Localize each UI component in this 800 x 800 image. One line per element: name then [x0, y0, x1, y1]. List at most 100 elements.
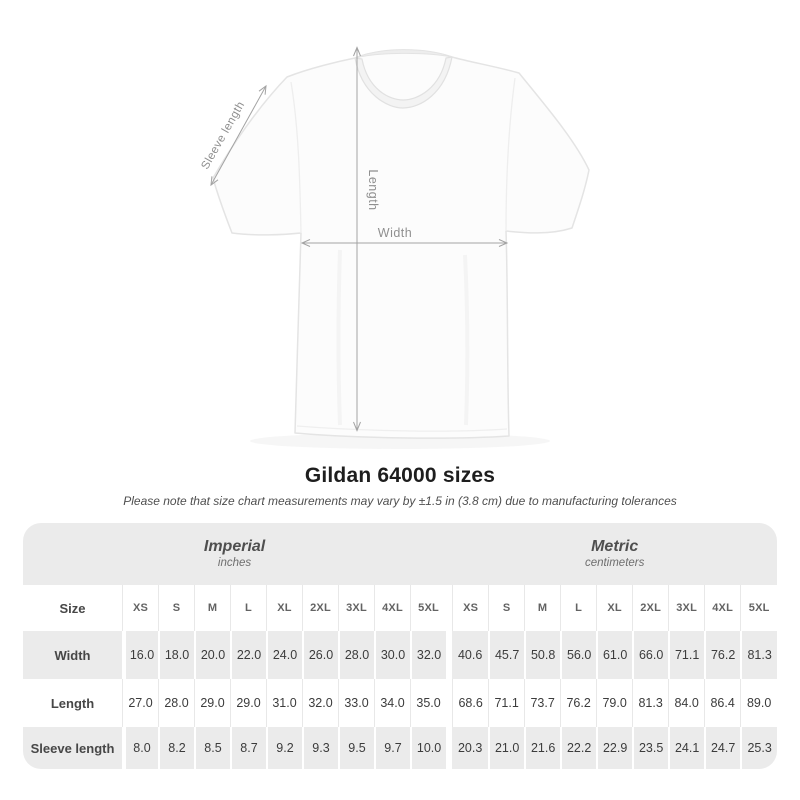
value-cell: 30.0 — [374, 631, 410, 679]
value-cell: 8.5 — [194, 727, 230, 769]
value-cell: 21.0 — [488, 727, 525, 769]
value-cell: 8.2 — [158, 727, 194, 769]
collar-band — [354, 56, 453, 109]
size-cell: 4XL — [704, 585, 741, 631]
size-cell: 2XL — [302, 585, 338, 631]
value-cell: 56.0 — [560, 631, 597, 679]
value-cell: 86.4 — [704, 679, 741, 727]
size-cell: M — [524, 585, 561, 631]
right-sleeve-seam — [505, 77, 516, 232]
size-cell: L — [230, 585, 266, 631]
width-arrow — [300, 239, 509, 247]
value-cell: 76.2 — [560, 679, 597, 727]
value-cell: 66.0 — [632, 631, 669, 679]
value-cell: 9.2 — [266, 727, 302, 769]
row-label: Sleeve length — [23, 727, 122, 769]
value-cell: 9.7 — [374, 727, 410, 769]
value-cell: 24.7 — [704, 727, 741, 769]
size-cell: 3XL — [338, 585, 374, 631]
band-gap — [446, 523, 453, 585]
imperial-sublabel: inches — [217, 557, 252, 570]
section-gap — [446, 727, 453, 769]
value-cell: 16.0 — [122, 631, 158, 679]
value-cell: 21.6 — [524, 727, 561, 769]
length-arrow — [353, 46, 361, 432]
value-cell: 40.6 — [452, 631, 489, 679]
section-gap — [446, 585, 453, 631]
value-cell: 61.0 — [596, 631, 633, 679]
value-cell: 8.7 — [230, 727, 266, 769]
value-cell: 34.0 — [374, 679, 410, 727]
value-cell: 25.3 — [740, 727, 777, 769]
size-cell: XL — [596, 585, 633, 631]
value-cell: 22.2 — [560, 727, 597, 769]
imperial-label: Imperial — [203, 538, 266, 556]
width-row: Width 16.0 18.0 20.0 22.0 24.0 26.0 28.0… — [23, 631, 777, 679]
shirt-body — [212, 49, 590, 439]
sleeve-length-row: Sleeve length 8.0 8.2 8.5 8.7 9.2 9.3 9.… — [23, 727, 777, 769]
tshirt-graphic: Sleeve length Length Width — [199, 46, 590, 439]
metric-label: Metric — [591, 538, 639, 556]
size-cell: XL — [266, 585, 302, 631]
size-cell: 2XL — [632, 585, 669, 631]
value-cell: 45.7 — [488, 631, 525, 679]
metric-section-header: Metric centimeters — [452, 523, 777, 585]
value-cell: 81.3 — [740, 631, 777, 679]
value-cell: 32.0 — [410, 631, 447, 679]
length-label: Length — [366, 169, 380, 210]
size-cell: 5XL — [740, 585, 777, 631]
value-cell: 26.0 — [302, 631, 338, 679]
value-cell: 24.1 — [668, 727, 705, 769]
value-cell: 22.9 — [596, 727, 633, 769]
size-header-row: Size XS S M L XL 2XL 3XL 4XL 5XL XS S M … — [23, 585, 777, 631]
section-gap — [446, 679, 453, 727]
size-cell: XS — [452, 585, 489, 631]
size-cell: M — [194, 585, 230, 631]
size-cell: XS — [122, 585, 158, 631]
value-cell: 10.0 — [410, 727, 447, 769]
value-cell: 71.1 — [488, 679, 525, 727]
size-cell: 4XL — [374, 585, 410, 631]
size-cell: 5XL — [410, 585, 447, 631]
hem-stitch — [296, 425, 508, 432]
value-cell: 20.3 — [452, 727, 489, 769]
fold-line — [336, 249, 342, 426]
value-cell: 32.0 — [302, 679, 338, 727]
back-collar — [354, 49, 453, 59]
value-cell: 27.0 — [122, 679, 158, 727]
size-cell: 3XL — [668, 585, 705, 631]
size-header-label: Size — [23, 585, 122, 631]
size-cell: S — [158, 585, 194, 631]
value-cell: 23.5 — [632, 727, 669, 769]
value-cell: 9.3 — [302, 727, 338, 769]
width-label: Width — [378, 226, 412, 240]
value-cell: 8.0 — [122, 727, 158, 769]
row-label: Width — [23, 631, 122, 679]
imperial-section-header: Imperial inches — [23, 523, 447, 585]
row-label: Length — [23, 679, 122, 727]
value-cell: 31.0 — [266, 679, 302, 727]
value-cell: 79.0 — [596, 679, 633, 727]
sleeve-length-arrow — [210, 84, 267, 187]
value-cell: 73.7 — [524, 679, 561, 727]
value-cell: 81.3 — [632, 679, 669, 727]
value-cell: 28.0 — [158, 679, 194, 727]
value-cell: 33.0 — [338, 679, 374, 727]
value-cell: 35.0 — [410, 679, 447, 727]
value-cell: 24.0 — [266, 631, 302, 679]
page-title: Gildan 64000 sizes — [304, 464, 496, 487]
metric-sublabel: centimeters — [584, 557, 645, 570]
value-cell: 71.1 — [668, 631, 705, 679]
size-cell: S — [488, 585, 525, 631]
size-table: Imperial inches Metric centimeters Size … — [23, 523, 777, 769]
size-table-container: Imperial inches Metric centimeters Size … — [23, 523, 777, 769]
length-row: Length 27.0 28.0 29.0 29.0 31.0 32.0 33.… — [23, 679, 777, 727]
value-cell: 29.0 — [194, 679, 230, 727]
section-gap — [446, 631, 453, 679]
value-cell: 89.0 — [740, 679, 777, 727]
value-cell: 68.6 — [452, 679, 489, 727]
value-cell: 28.0 — [338, 631, 374, 679]
value-cell: 76.2 — [704, 631, 741, 679]
unit-section-row: Imperial inches Metric centimeters — [23, 523, 777, 585]
